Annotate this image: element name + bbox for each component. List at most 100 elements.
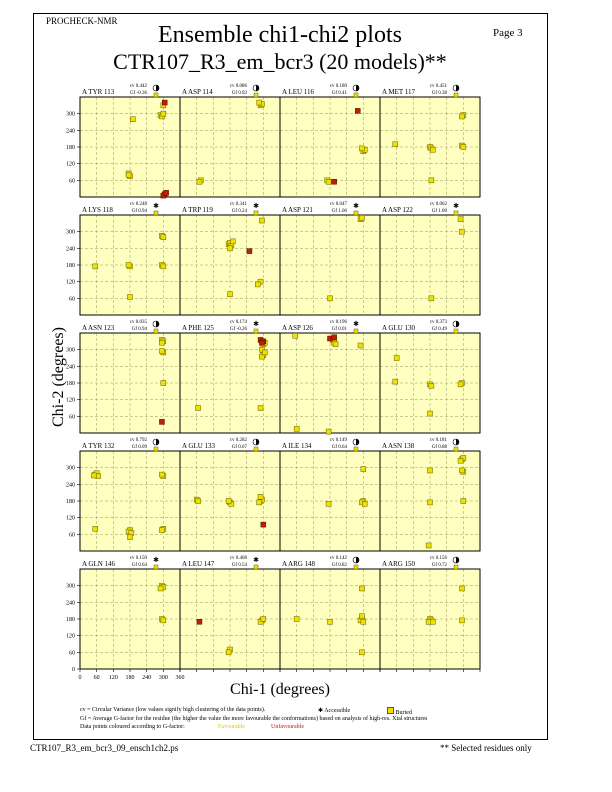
gf-value: Gf 0.38 xyxy=(432,91,448,96)
buried-icon xyxy=(153,328,159,334)
data-point xyxy=(459,467,465,474)
buried-icon xyxy=(253,328,259,334)
data-point xyxy=(292,333,299,339)
data-point xyxy=(327,295,333,302)
data-point xyxy=(130,116,136,122)
data-point xyxy=(427,467,433,474)
data-point xyxy=(227,245,233,252)
colour-note: Data points coloured according to G-fact… xyxy=(80,724,185,730)
accessibility-icon-half xyxy=(156,321,159,327)
buried-icon xyxy=(253,446,259,452)
accessibility-icon-half xyxy=(456,557,459,563)
title-line1: Ensemble chi1-chi2 plots xyxy=(158,22,402,48)
y-tick-label: 180 xyxy=(66,617,75,623)
y-tick-label: 180 xyxy=(66,381,75,387)
data-point xyxy=(257,278,264,285)
title-line2: CTR107_R3_em_bcr3 (20 models)** xyxy=(113,49,447,74)
data-point xyxy=(430,619,436,625)
y-tick-label: 300 xyxy=(66,466,75,472)
data-point xyxy=(359,585,365,592)
data-point xyxy=(195,405,201,411)
accessibility-icon: ✱ xyxy=(153,202,159,210)
cv-value: cv 0.174 xyxy=(230,320,248,325)
panel-5 xyxy=(79,214,181,316)
y-tick-label: 0 xyxy=(72,667,75,673)
y-tick-label: 120 xyxy=(66,162,75,168)
data-point xyxy=(360,466,367,472)
buried-icon xyxy=(387,707,394,714)
data-point-unfavourable xyxy=(196,619,203,625)
residue-label: A TYR 113 xyxy=(82,88,115,96)
residue-label: A LEU 116 xyxy=(282,88,315,96)
accessibility-icon-half xyxy=(156,85,159,91)
x-tick-label: 60 xyxy=(94,675,100,681)
data-point xyxy=(259,217,265,224)
gf-value: Gf 0.01 xyxy=(332,327,348,332)
data-point xyxy=(230,238,236,245)
panel-2 xyxy=(179,96,281,198)
panel-border xyxy=(379,332,481,434)
data-point xyxy=(361,501,368,507)
footer-filename: CTR107_R3_em_bcr3_09_ensch1ch2.ps xyxy=(30,743,179,753)
data-point xyxy=(460,498,467,504)
data-point xyxy=(195,498,201,504)
residue-label: A ASP 121 xyxy=(282,206,313,214)
gf-value: Gf 0.64 xyxy=(132,563,148,568)
y-tick-label: 240 xyxy=(66,128,75,134)
data-point xyxy=(228,501,235,507)
accessibility-icon: ✱ xyxy=(253,320,259,328)
accessibility-icon-half xyxy=(356,85,359,91)
data-point xyxy=(159,348,165,354)
x-tick-label: 240 xyxy=(142,675,151,681)
data-point xyxy=(393,355,400,361)
y-tick-label: 60 xyxy=(69,178,75,184)
data-point-unfavourable xyxy=(355,108,361,114)
y-tick-label: 180 xyxy=(66,263,75,269)
panel-12 xyxy=(379,332,481,434)
data-point xyxy=(92,263,99,270)
data-point xyxy=(196,178,203,185)
accessibility-icon: ✱ xyxy=(353,202,359,210)
data-point xyxy=(160,263,167,270)
panel-15 xyxy=(279,450,381,552)
y-tick-label: 120 xyxy=(66,634,75,640)
cv-value: cv 0.035 xyxy=(130,320,148,325)
gf-value: Gf 0.54 xyxy=(232,563,248,568)
data-point xyxy=(257,405,264,411)
buried-legend: Buried xyxy=(387,707,412,716)
data-point xyxy=(293,426,300,432)
footer-note: ** Selected residues only xyxy=(440,743,532,753)
data-point xyxy=(227,291,233,297)
data-point xyxy=(457,457,464,464)
data-point xyxy=(460,144,467,150)
buried-icon xyxy=(453,564,459,570)
buried-icon xyxy=(253,564,259,570)
cv-value: cv 0.181 xyxy=(430,438,448,443)
cv-value: cv 0.062 xyxy=(430,202,448,207)
gf-value: Gf 1.06 xyxy=(332,209,348,214)
gf-value: Gf 0.64 xyxy=(332,445,348,450)
gf-value: Gf 0.49 xyxy=(432,327,448,332)
data-point xyxy=(92,526,99,532)
buried-icon xyxy=(153,92,159,98)
data-point-unfavourable xyxy=(331,334,337,340)
cv-value: cv 0.373 xyxy=(430,320,448,325)
data-point xyxy=(325,501,332,507)
data-point xyxy=(357,342,364,349)
gf-note: Gf = Average G-factor for the residue (t… xyxy=(80,716,428,722)
accessibility-icon: ✱ xyxy=(353,320,359,328)
buried-icon xyxy=(153,446,159,452)
panel-3 xyxy=(279,96,381,198)
buried-icon xyxy=(353,446,359,452)
residue-label: A ASN 123 xyxy=(82,324,115,332)
data-point xyxy=(460,455,467,461)
panel-9 xyxy=(79,332,181,434)
panel-19 xyxy=(279,568,381,670)
data-point xyxy=(157,585,164,592)
data-point-unfavourable xyxy=(159,419,165,425)
cv-value: cv 0.792 xyxy=(130,438,148,443)
data-point xyxy=(327,619,333,625)
residue-label: A ASP 114 xyxy=(182,88,213,96)
y-tick-label: 180 xyxy=(66,499,75,505)
accessibility-icon-half xyxy=(456,321,459,327)
